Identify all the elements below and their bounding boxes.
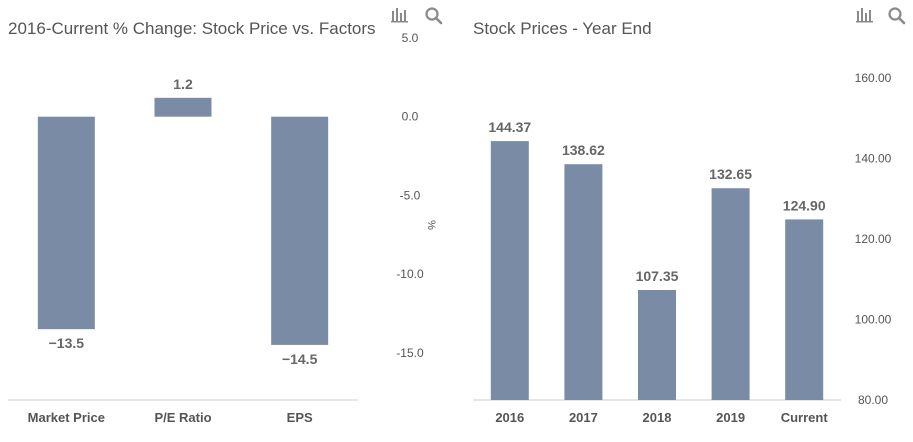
bar (711, 188, 750, 400)
y-tick-label: -15.0 (396, 346, 424, 360)
bar-chart-percent-change: 5.0 0.0 -5.0 -10.0 -15.0% −13.5 Market Price 1.… (8, 31, 437, 425)
data-label: 124.90 (783, 197, 826, 213)
data-label: −13.5 (49, 335, 85, 351)
chart-panel-left: 2016-Current % Change: Stock Price vs. F… (0, 0, 450, 442)
search-icon[interactable] (424, 6, 444, 31)
y-tick-label: 140.00 (855, 152, 892, 166)
chart-panel-right: Stock Prices - Year End 160.00 140.00 120.… (463, 0, 913, 442)
chart-title: 2016-Current % Change: Stock Price vs. F… (8, 19, 376, 38)
data-label: −14.5 (282, 351, 318, 367)
category-label: EPS (287, 410, 313, 425)
y-tick-label: 160.00 (855, 71, 892, 85)
y-tick-label: 5.0 (402, 31, 419, 45)
data-label: 1.2 (173, 76, 193, 92)
category-label: Current (781, 410, 829, 425)
bar-chart-stock-prices: 160.00 140.00 120.00 100.00 80.00 144.37 2016 1… (473, 71, 892, 425)
category-label: P/E Ratio (154, 410, 211, 425)
search-icon[interactable] (887, 6, 907, 31)
y-tick-label: -10.0 (396, 267, 424, 281)
category-label: Market Price (28, 410, 105, 425)
bar (37, 116, 95, 330)
data-label: 107.35 (636, 268, 679, 284)
category-label: 2019 (716, 410, 745, 425)
y-axis-label: % (425, 220, 437, 230)
y-tick-label: -5.0 (400, 188, 421, 202)
category-label: 2018 (643, 410, 672, 425)
data-label: 144.37 (488, 119, 531, 135)
data-label: 138.62 (562, 142, 605, 158)
bar (490, 141, 529, 401)
category-label: 2016 (495, 410, 524, 425)
bar (785, 219, 824, 400)
category-label: 2017 (569, 410, 598, 425)
y-tick-label: 80.00 (858, 393, 888, 407)
bar (564, 164, 603, 400)
y-tick-label: 0.0 (402, 110, 419, 124)
y-tick-label: 100.00 (855, 313, 892, 327)
chart-title: Stock Prices - Year End (473, 19, 652, 38)
bar-chart-icon[interactable] (390, 6, 410, 29)
bar (271, 116, 329, 345)
bar (154, 97, 212, 117)
y-tick-label: 120.00 (855, 232, 892, 246)
bar-chart-icon[interactable] (855, 6, 875, 29)
bar (638, 289, 676, 400)
data-label: 132.65 (709, 166, 752, 182)
